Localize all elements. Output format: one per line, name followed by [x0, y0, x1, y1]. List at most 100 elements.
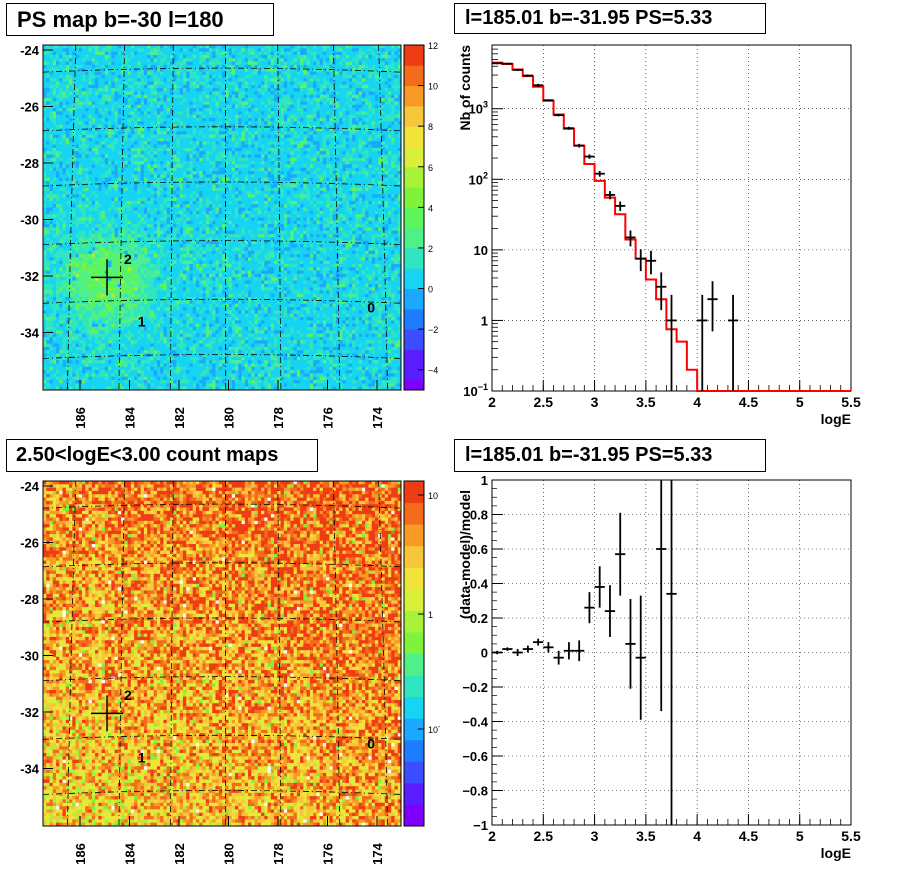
count-y-tick-label: -26 [20, 536, 39, 551]
count-colorbar-tick-label: 10 [428, 491, 438, 501]
residual-x-tick-label: 4 [693, 828, 701, 844]
residual-y-tick-label: −0.8 [462, 784, 488, 799]
residual-x-tick-label: 5.5 [841, 828, 861, 844]
ps-x-tick-label: 186 [73, 407, 88, 429]
ps-heatmap-cells [43, 45, 401, 390]
residual-data-point [533, 639, 543, 646]
residual-data-point [554, 651, 564, 665]
residual-data-point [513, 649, 523, 656]
residual-xlabel: logE [821, 845, 851, 861]
count-source-label: 1 [138, 750, 146, 766]
spectrum-x-tick-label: 2 [488, 394, 496, 410]
count-x-tick-label: 174 [370, 842, 385, 864]
count-colorbar-tick-label: 1 [428, 610, 433, 620]
ps-colorbar-tick-label: 12 [428, 41, 438, 51]
spectrum-y-tick-label: 1 [481, 313, 488, 328]
residual-data-point [666, 480, 676, 825]
ps-colorbar-tick-label: 4 [428, 203, 433, 213]
ps-colorbar-tick-label: 10 [428, 82, 438, 92]
residual-data-point [543, 642, 553, 652]
ps-y-tick-label: -24 [20, 43, 40, 58]
spectrum-data-point [502, 63, 512, 65]
ps-x-tick-label: 178 [271, 407, 286, 429]
residual-data-point [584, 592, 594, 623]
count-colorbar [404, 481, 424, 827]
spectrum-y-tick-label: 10−1 [463, 382, 488, 399]
count-source-label: 2 [124, 687, 132, 703]
spectrum-x-tick-label: 4.5 [739, 394, 759, 410]
spectrum-data-point [636, 249, 646, 271]
spectrum-xlabel: logE [821, 411, 851, 427]
residual-data-point [615, 513, 625, 596]
spectrum-data-point [656, 272, 666, 310]
spectrum-y-tick-label: 102 [469, 170, 488, 187]
ps-colorbar-tick-label: 8 [428, 122, 433, 132]
residual-y-tick-label: 0 [481, 646, 488, 661]
residual-title: l=185.01 b=-31.95 PS=5.33 [454, 439, 766, 472]
count-y-tick-label: -30 [20, 649, 39, 664]
residual-data-point [502, 647, 512, 650]
residual-x-tick-label: 2 [488, 828, 496, 844]
residual-data-point [636, 596, 646, 720]
residual-y-tick-label: 1 [481, 473, 488, 488]
residual-x-tick-label: 3 [591, 828, 599, 844]
count-x-tick-label: 186 [73, 843, 88, 865]
ps-y-tick-label: -30 [20, 213, 39, 228]
count-y-tick-label: -28 [20, 592, 39, 607]
count-x-tick-label: 176 [321, 843, 336, 865]
ps-x-tick-label: 180 [222, 407, 237, 429]
spectrum-data-point [523, 74, 533, 76]
ps-y-tick-label: -34 [20, 326, 40, 341]
spectrum-data-point [492, 62, 502, 64]
count-colorbar-tick-label: 10-1 [428, 724, 440, 735]
ps-map-title: PS map b=-30 l=180 [6, 3, 274, 36]
ps-y-tick-label: -32 [20, 269, 39, 284]
residual-data-point [574, 640, 584, 661]
count-y-tick-label: -34 [20, 762, 40, 777]
count-heatmap-cells [43, 481, 401, 826]
spectrum-data-point [728, 295, 738, 391]
ps-colorbar-tick-label: 0 [428, 285, 433, 295]
count-x-tick-label: 178 [271, 843, 286, 865]
count-x-tick-label: 180 [222, 843, 237, 865]
ps-colorbar-tick-label: 2 [428, 244, 433, 254]
ps-x-tick-label: 182 [172, 407, 187, 429]
spectrum-data-point [646, 251, 656, 275]
residual-y-tick-label: −0.2 [462, 680, 488, 695]
spectrum-data-point [584, 154, 594, 158]
spectrum-ylabel: Nb of counts [457, 45, 473, 131]
count-map-title: 2.50<logE<3.00 count maps [6, 439, 318, 472]
spectrum-x-tick-label: 5.5 [841, 394, 861, 410]
residual-ylabel: (data-model)/model [457, 490, 473, 619]
count-x-tick-label: 182 [172, 843, 187, 865]
spectrum-y-tick-label: 10 [474, 243, 488, 258]
ps-x-tick-label: 174 [370, 406, 385, 428]
ps-colorbar-tick-label: −4 [428, 366, 438, 376]
spectrum-data-point [615, 202, 625, 211]
residual-y-tick-label: −1 [473, 818, 488, 833]
count-x-tick-label: 184 [123, 842, 138, 864]
residual-data-point [492, 651, 502, 654]
residual-x-tick-label: 3.5 [636, 828, 656, 844]
ps-x-tick-label: 184 [123, 406, 138, 428]
spectrum-x-tick-label: 2.5 [534, 394, 554, 410]
spectrum-data-point [666, 295, 676, 391]
spectrum-data-point [595, 171, 605, 177]
residual-x-tick-label: 4.5 [739, 828, 759, 844]
residual-data-point [595, 566, 605, 607]
spectrum-data-point [697, 295, 707, 391]
ps-colorbar-tick-label: 6 [428, 163, 433, 173]
spectrum-x-tick-label: 4 [693, 394, 701, 410]
ps-colorbar [404, 45, 424, 391]
count-y-tick-label: -24 [20, 479, 40, 494]
spectrum-data-point [543, 99, 553, 101]
residual-x-tick-label: 5 [796, 828, 804, 844]
residual-data-point [523, 646, 533, 653]
